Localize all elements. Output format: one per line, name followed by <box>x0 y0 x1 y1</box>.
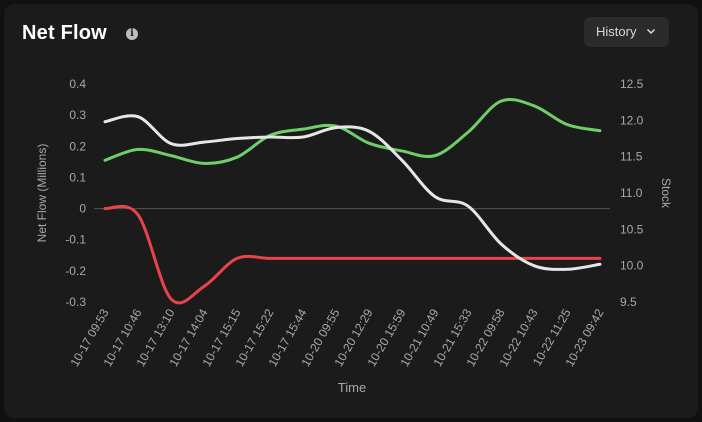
y-right-tick-label: 12.5 <box>620 77 644 91</box>
x-axis-label: Time <box>338 380 366 395</box>
series-line-red <box>103 204 602 305</box>
y-right-tick-label: 12.0 <box>620 113 644 127</box>
y-left-tick-label: 0 <box>79 202 86 216</box>
y-left-tick-label: 0.3 <box>69 108 86 122</box>
chart-title: Net Flow <box>22 22 107 44</box>
y-left-tick-label: -0.2 <box>65 264 86 278</box>
y-left-tick-label: 0.1 <box>69 170 86 184</box>
y-right-tick-label: 11.5 <box>620 150 643 164</box>
y-right-axis-label: Stock <box>659 178 673 209</box>
y-right-tick-label: 9.5 <box>620 295 637 309</box>
y-right-tick-label: 10.0 <box>620 259 644 273</box>
y-right-tick-label: 11.0 <box>620 186 643 200</box>
series-line-white <box>103 114 602 271</box>
info-icon[interactable]: i <box>126 28 138 40</box>
y-right-tick-label: 10.5 <box>620 222 644 236</box>
y-left-tick-label: 0.4 <box>69 77 86 91</box>
history-dropdown-button[interactable]: History <box>584 17 669 47</box>
history-label: History <box>596 24 637 39</box>
y-left-tick-label: -0.3 <box>65 295 86 309</box>
series-line-green <box>103 97 602 165</box>
y-left-tick-label: 0.2 <box>69 139 86 153</box>
y-left-tick-label: -0.1 <box>65 233 86 247</box>
y-left-axis-label: Net Flow (Millions) <box>35 144 49 243</box>
chevron-down-icon <box>646 28 656 35</box>
chart-card <box>4 4 698 418</box>
